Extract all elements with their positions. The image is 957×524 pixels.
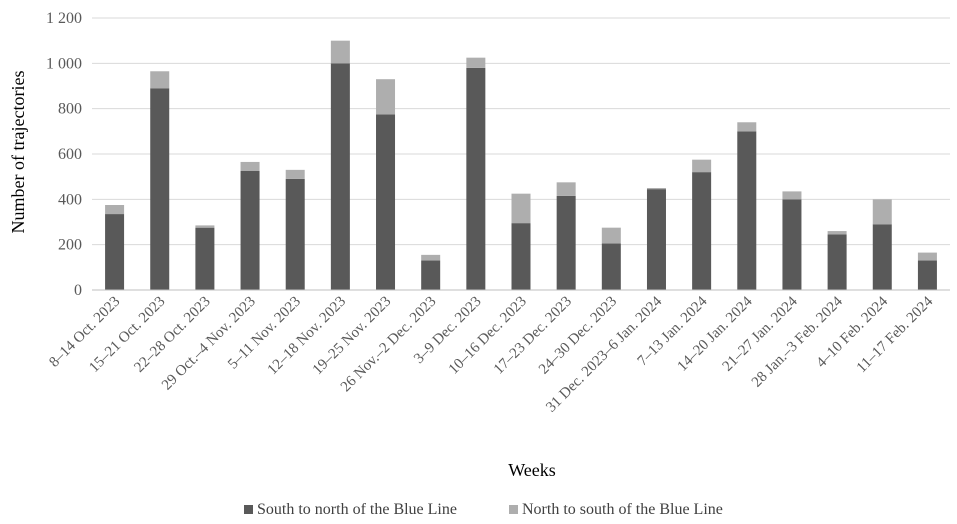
legend-label-north-to-south: North to south of the Blue Line	[522, 501, 723, 518]
bar-north-to-south	[917, 252, 937, 261]
bar-north-to-south	[782, 191, 802, 200]
bar-south-to-north	[330, 63, 350, 291]
x-axis-label: Weeks	[508, 460, 556, 480]
bar-south-to-north	[782, 199, 802, 290]
bar-north-to-south	[556, 182, 576, 196]
bar-south-to-north	[737, 131, 757, 290]
bars	[105, 40, 937, 291]
bar-south-to-north	[421, 260, 441, 290]
legend-swatch-south-to-north	[244, 505, 253, 514]
bar-south-to-north	[601, 243, 621, 290]
bar-south-to-north	[195, 227, 215, 290]
bar-north-to-south	[195, 225, 215, 228]
bar-south-to-north	[105, 214, 125, 290]
bar-south-to-north	[556, 195, 576, 290]
y-tick-label: 800	[58, 101, 82, 118]
bar-north-to-south	[240, 161, 260, 171]
y-tick-label: 200	[58, 237, 82, 254]
bar-north-to-south	[511, 193, 531, 224]
bar-south-to-north	[150, 88, 170, 291]
bar-north-to-south	[872, 199, 892, 225]
bar-north-to-south	[646, 188, 666, 190]
bar-south-to-north	[917, 260, 937, 290]
bar-north-to-south	[601, 227, 621, 244]
bar-north-to-south	[285, 169, 305, 179]
bar-south-to-north	[285, 178, 305, 290]
x-tick-label: 17–23 Dec. 2023	[491, 294, 575, 378]
bar-north-to-south	[827, 231, 847, 235]
y-tick-labels: 0 200 400 600 800 1 000 1 200	[46, 10, 82, 299]
bar-south-to-north	[511, 223, 531, 290]
bar-north-to-south	[150, 71, 170, 89]
bar-south-to-north	[646, 189, 666, 290]
legend: South to north of the Blue Line North to…	[244, 501, 723, 518]
bar-south-to-north	[240, 171, 260, 290]
x-tick-label: 19–25 Nov. 2023	[310, 294, 395, 379]
legend-label-south-to-north: South to north of the Blue Line	[257, 501, 457, 518]
y-tick-label: 1 200	[46, 10, 82, 27]
y-tick-label: 600	[58, 146, 82, 163]
bar-north-to-south	[737, 122, 757, 132]
y-tick-label: 0	[74, 282, 82, 299]
bar-north-to-south	[376, 79, 396, 115]
x-tick-label: 12–18 Nov. 2023	[265, 294, 350, 379]
bar-north-to-south	[105, 205, 125, 215]
bar-north-to-south	[692, 159, 712, 173]
bar-north-to-south	[466, 57, 486, 68]
bar-north-to-south	[421, 254, 441, 261]
bar-south-to-north	[376, 114, 396, 290]
y-axis-label: Number of trajectories	[8, 71, 28, 234]
y-tick-label: 1 000	[46, 55, 82, 72]
gridlines	[92, 17, 950, 246]
bar-south-to-north	[466, 67, 486, 290]
bar-north-to-south	[330, 40, 350, 64]
bar-south-to-north	[872, 224, 892, 290]
x-tick-label: 24–30 Dec. 2023	[536, 294, 620, 378]
bar-south-to-north	[692, 172, 712, 290]
legend-swatch-north-to-south	[509, 505, 518, 514]
y-tick-label: 400	[58, 191, 82, 208]
bar-south-to-north	[827, 234, 847, 290]
x-tick-label: 11–17 Feb. 2024	[854, 293, 937, 376]
x-tick-label: 10–16 Dec. 2023	[446, 294, 530, 378]
